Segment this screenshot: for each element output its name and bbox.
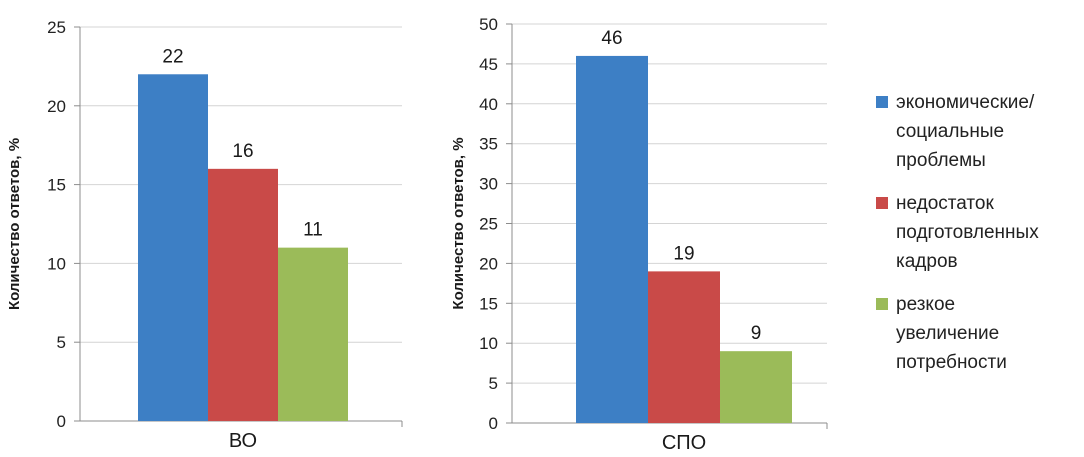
bar: [208, 168, 278, 421]
y-tick-label: 15: [479, 294, 498, 313]
y-tick-label: 5: [489, 374, 498, 393]
bar: [648, 271, 720, 423]
chart-spo: 0 5 10 15 20 25 30 35 40 45 50 46 19 9 СПО Количество о…: [450, 15, 828, 454]
legend-label-line: кадров: [896, 251, 958, 272]
y-tick-label: 40: [479, 95, 498, 114]
y-tick-label: 35: [479, 135, 498, 154]
legend-label-line: проблемы: [896, 150, 986, 171]
y-tick-label: 30: [479, 175, 498, 194]
y-tick-label: 10: [47, 254, 66, 273]
legend-label-line: недостаток: [896, 193, 994, 214]
y-tick-label: 25: [479, 215, 498, 234]
data-label: 11: [303, 220, 323, 241]
legend-label-line: увеличение: [896, 323, 1000, 344]
bar: [138, 74, 208, 421]
legend-item-demand: резкое увеличение потребности: [876, 290, 1082, 377]
data-label: 46: [601, 28, 622, 49]
legend-label-line: социальные: [896, 121, 1005, 142]
y-axis-title: Количество ответов, %: [6, 138, 23, 310]
y-tick-label: 0: [489, 414, 498, 433]
legend-item-shortage: недостаток подготовленных кадров: [876, 189, 1082, 276]
legend-swatch-economic: [876, 96, 888, 108]
y-tick-label: 20: [479, 254, 498, 273]
y-tick-label: 50: [479, 15, 498, 34]
y-tick-label: 15: [47, 176, 66, 195]
legend-label-line: подготовленных: [896, 222, 1039, 243]
bar: [720, 351, 792, 423]
y-tick-label: 10: [479, 334, 498, 353]
legend-label-line: экономические/: [896, 92, 1035, 113]
y-axis-title: Количество ответов, %: [450, 137, 467, 309]
y-tick-label: 20: [47, 97, 66, 116]
y-tick-label: 5: [57, 333, 66, 352]
data-label: 9: [751, 323, 762, 344]
x-category-label: СПО: [662, 432, 706, 454]
data-label: 19: [673, 243, 694, 264]
legend-item-economic: экономические/ социальные проблемы: [876, 88, 1082, 175]
x-category-label: ВО: [229, 430, 257, 452]
legend-label-line: резкое: [896, 294, 956, 315]
chart-vo: 0 5 10 15 20 25 22 16 11 ВО Количество ответов, %: [6, 18, 403, 452]
bar: [278, 247, 348, 421]
legend-swatch-demand: [876, 298, 888, 310]
y-tick-label: 45: [479, 55, 498, 74]
y-tick-label: 25: [47, 18, 66, 37]
data-label: 22: [162, 46, 183, 67]
bar: [576, 55, 648, 424]
y-tick-label: 0: [57, 412, 66, 431]
legend-swatch-shortage: [876, 197, 888, 209]
chart-legend: экономические/ социальные проблемы недос…: [876, 88, 1082, 391]
data-label: 16: [232, 141, 253, 162]
legend-label-line: потребности: [896, 352, 1007, 373]
